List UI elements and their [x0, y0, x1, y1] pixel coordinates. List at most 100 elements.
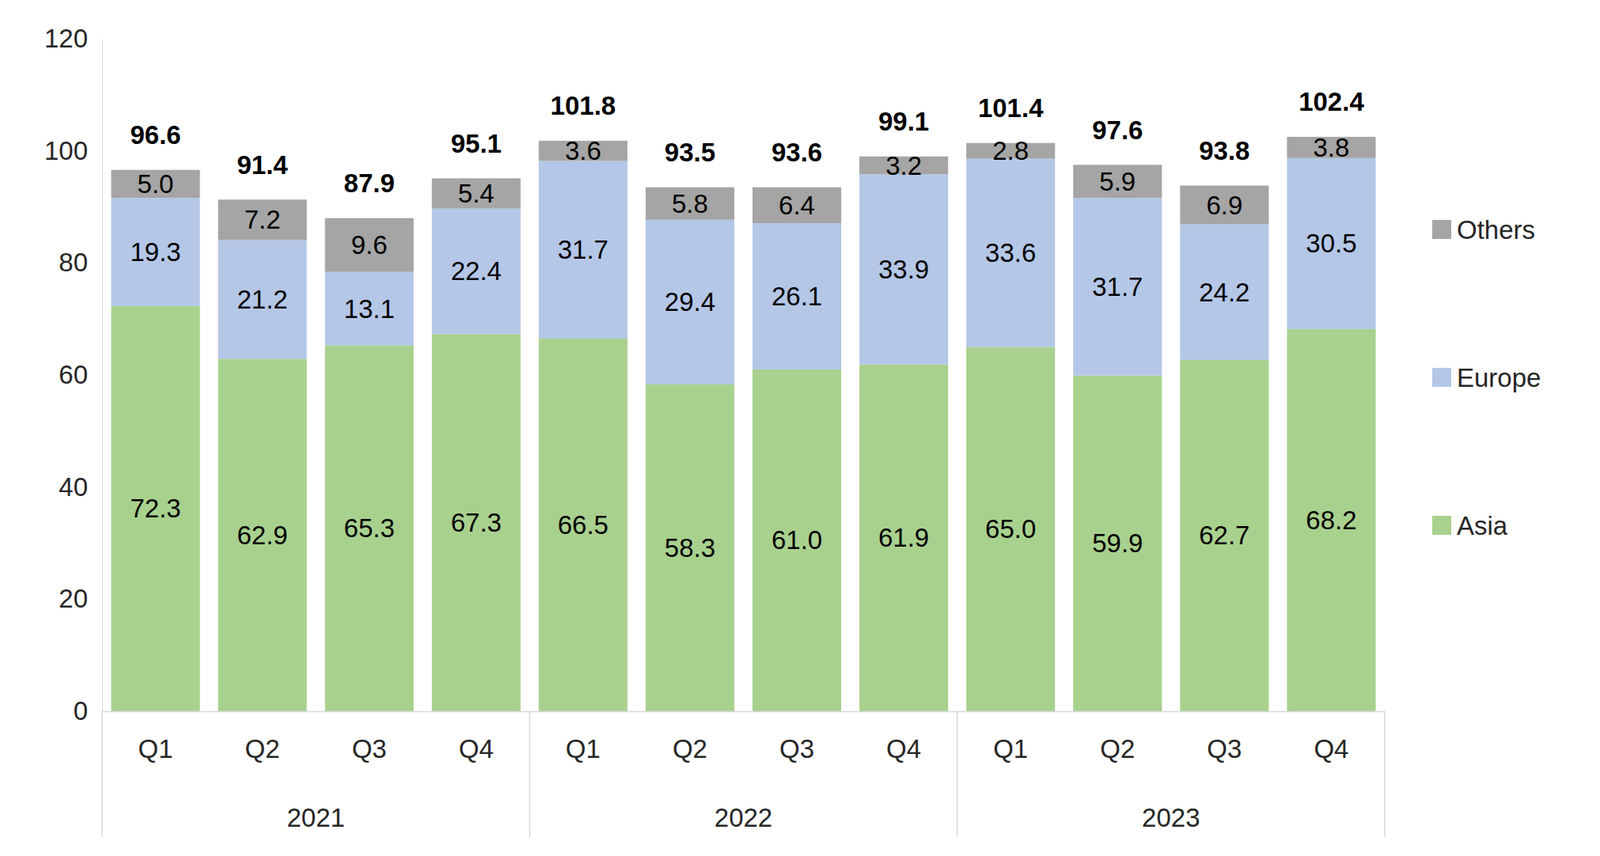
data-label: 59.9 — [1091, 528, 1143, 558]
legend: OthersEuropeAsia — [1432, 215, 1541, 541]
group-separator — [1383, 711, 1386, 838]
data-label: 61.0 — [771, 525, 823, 555]
x-tick-label: Q4 — [458, 734, 494, 764]
total-label: 99.1 — [878, 106, 929, 137]
legend-swatch — [1432, 367, 1452, 387]
bar-segment — [325, 345, 414, 712]
x-group-label: 2021 — [286, 803, 345, 833]
x-tick: Q3 — [1206, 711, 1242, 764]
x-tick-label: Q2 — [245, 734, 281, 764]
x-tick-label: Q2 — [1099, 734, 1135, 764]
x-tick: Q1 — [565, 711, 601, 764]
x-tick: Q4 — [886, 711, 922, 764]
data-label: 31.7 — [1091, 272, 1143, 302]
x-tick-label: Q3 — [1206, 734, 1242, 764]
data-label: 66.5 — [557, 510, 609, 540]
bar-segment — [1072, 375, 1162, 712]
y-tick-label: 120 — [44, 23, 88, 54]
y-tick-label: 20 — [58, 583, 88, 614]
bar-segment — [538, 160, 628, 339]
data-label: 7.2 — [244, 204, 281, 235]
data-label: 62.7 — [1198, 520, 1250, 550]
bar-segment — [1179, 185, 1269, 225]
y-tick-label: 40 — [58, 472, 88, 502]
data-label: 65.0 — [985, 514, 1036, 544]
x-tick: Q2 — [1099, 711, 1135, 764]
x-axis-line — [102, 711, 1386, 713]
chart: 02040608010012072.362.965.367.366.558.36… — [0, 0, 1600, 856]
x-tick: Q2 — [245, 711, 281, 764]
data-label: 22.4 — [451, 256, 502, 286]
data-label: 19.3 — [129, 237, 181, 267]
x-tick-label: Q3 — [779, 734, 815, 764]
bar-segment — [752, 369, 842, 712]
data-label: 21.2 — [237, 284, 289, 315]
bar-segment — [966, 159, 1055, 348]
bars — [110, 136, 1376, 712]
data-label: 24.2 — [1198, 277, 1250, 308]
data-label: 33.6 — [985, 238, 1036, 268]
x-tick: Q3 — [779, 711, 815, 764]
data-label: 72.3 — [129, 493, 181, 524]
data-label: 67.3 — [451, 508, 502, 538]
bar-segment — [218, 358, 308, 712]
data-labels: 72.362.965.367.366.558.361.061.965.059.9… — [129, 87, 1365, 563]
bar-segment — [1179, 360, 1269, 712]
bar-segment — [1072, 164, 1162, 198]
group-separator — [529, 711, 531, 838]
data-label: 3.2 — [885, 151, 922, 181]
data-label: 2.8 — [992, 136, 1029, 166]
bar-segment — [1179, 223, 1269, 360]
data-label: 62.9 — [237, 520, 289, 550]
data-label: 13.1 — [344, 294, 395, 324]
legend-label: Europe — [1456, 363, 1541, 393]
bar-segment — [432, 208, 521, 335]
bar-segment — [645, 219, 735, 385]
data-label: 5.4 — [458, 178, 495, 209]
y-tick: 40 — [58, 472, 103, 502]
data-label: 31.7 — [557, 235, 609, 265]
y-tick-label: 60 — [58, 360, 88, 390]
total-label: 87.9 — [344, 168, 395, 198]
data-label: 30.5 — [1305, 228, 1357, 258]
bar-segment — [645, 187, 735, 220]
bar-segment — [859, 174, 948, 364]
bar-segment — [325, 272, 414, 346]
data-label: 6.4 — [778, 190, 816, 220]
data-label: 58.3 — [664, 533, 716, 563]
data-label: 61.9 — [878, 523, 929, 553]
y-tick: 120 — [44, 23, 103, 54]
bar-segment — [859, 364, 948, 712]
data-label: 3.6 — [564, 136, 602, 166]
x-axis: Q1Q2Q3Q4Q1Q2Q3Q4Q1Q2Q3Q4 — [102, 711, 1386, 764]
data-label: 3.8 — [1313, 132, 1350, 163]
bar-segment — [538, 338, 628, 712]
x-tick: Q4 — [458, 711, 494, 764]
x-tick-label: Q1 — [138, 734, 174, 764]
x-group-label: 2022 — [714, 803, 773, 833]
y-tick: 60 — [58, 360, 103, 390]
bar-segment — [432, 178, 521, 209]
legend-swatch — [1432, 219, 1452, 239]
x-tick: Q2 — [672, 711, 708, 764]
data-label: 9.6 — [351, 230, 388, 260]
total-label: 91.4 — [237, 150, 289, 180]
bar-segment — [645, 384, 735, 712]
bar-segment — [110, 197, 200, 307]
bar-segment — [325, 218, 414, 273]
bar-segment — [1072, 197, 1162, 376]
data-label: 68.2 — [1305, 505, 1357, 535]
y-tick-label: 0 — [73, 696, 88, 726]
bar-segment — [1286, 158, 1376, 330]
y-tick: 20 — [58, 583, 103, 614]
legend-swatch — [1432, 515, 1452, 535]
data-label: 5.9 — [1099, 166, 1136, 197]
total-label: 95.1 — [451, 128, 502, 159]
total-label: 93.6 — [771, 137, 823, 167]
total-label: 101.8 — [550, 90, 617, 121]
total-label: 93.8 — [1198, 136, 1250, 166]
x-tick-label: Q3 — [352, 734, 387, 764]
y-axis-line — [102, 39, 103, 713]
total-label: 101.4 — [978, 93, 1044, 123]
total-label: 96.6 — [129, 120, 181, 150]
